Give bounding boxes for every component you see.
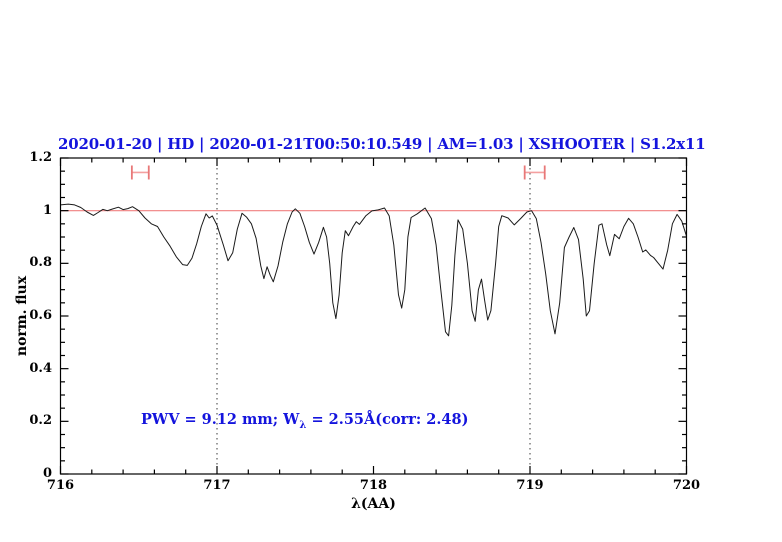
- annotation-lambda-sub: λ: [299, 419, 307, 431]
- x-axis-label: λ(AA): [351, 496, 396, 512]
- y-tick-label: 1: [42, 202, 52, 218]
- y-tick-label: 0.8: [29, 255, 52, 271]
- y-tick-label: 1.2: [29, 150, 52, 165]
- plot-title: 2020-01-20 | HD | 2020-01-21T00:50:10.54…: [58, 135, 706, 153]
- pwv-annotation: PWV = 9.12 mm; Wλ = 2.55Å(corr: 2.48): [141, 411, 468, 431]
- x-tick-label: 720: [672, 478, 701, 493]
- y-tick-label: 0.2: [29, 413, 52, 429]
- spectrum-line: [60, 203, 687, 337]
- x-tick-label: 719: [516, 478, 544, 493]
- annotation-suffix: = 2.55Å(corr: 2.48): [306, 411, 469, 428]
- x-tick-label: 716: [46, 478, 75, 493]
- annotation-prefix: PWV = 9.12 mm; W: [141, 411, 300, 428]
- x-tick-label: 718: [359, 478, 388, 493]
- y-tick-label: 0.6: [29, 308, 52, 323]
- x-tick-label: 717: [203, 478, 231, 493]
- y-tick-label: 0.4: [29, 360, 52, 376]
- y-tick-label: 0: [42, 466, 52, 481]
